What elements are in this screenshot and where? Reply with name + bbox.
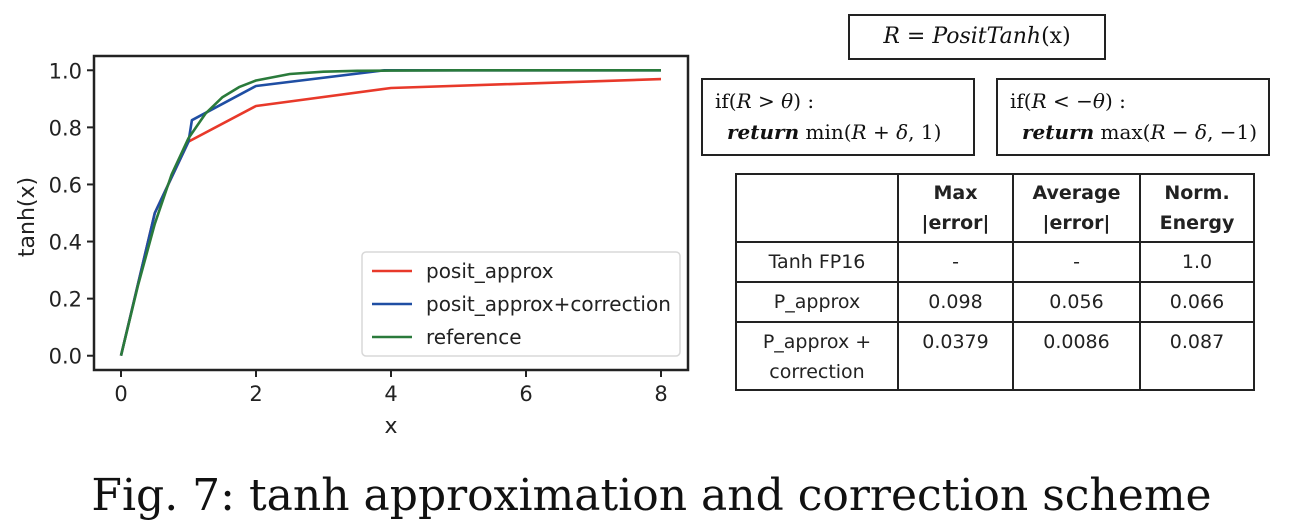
expr-tail: , −1) <box>1207 120 1258 144</box>
paren-open: ( <box>843 120 852 144</box>
expr-tail: , 1) <box>908 120 942 144</box>
y-tick-label: 0.0 <box>49 345 82 369</box>
expr-var: R <box>1150 120 1166 144</box>
cell-norm-energy: 0.087 <box>1139 321 1255 391</box>
row-label-text: P_approx + correction <box>762 331 872 383</box>
y-axis-ticks: 0.0 0.2 0.4 0.6 0.8 1.0 <box>49 59 94 369</box>
formula-arg: (x) <box>1041 24 1071 49</box>
plus-op: + <box>866 120 897 144</box>
row-label: P_approx + correction <box>735 321 899 391</box>
theta: θ <box>781 89 794 113</box>
error-energy-table: Max |error| Average |error| Norm. Energy… <box>735 173 1255 391</box>
delta: δ <box>1195 120 1208 144</box>
header-norm-energy-label: Norm. Energy <box>1159 182 1235 234</box>
min-fn: min <box>799 120 844 144</box>
header-average-error: Average |error| <box>1012 173 1141 243</box>
y-tick-label: 0.6 <box>49 173 82 197</box>
row-label: Tanh FP16 <box>735 241 899 283</box>
cell-norm-energy: 0.066 <box>1139 281 1255 323</box>
y-tick-label: 0.8 <box>49 116 82 140</box>
negative-condition: if(R < −θ) : <box>1010 86 1268 117</box>
x-tick-label: 6 <box>519 382 532 406</box>
cell-max-error: - <box>897 241 1014 283</box>
if-open: if( <box>715 89 737 113</box>
cell-norm-energy: 1.0 <box>1139 241 1255 283</box>
y-tick-label: 0.2 <box>49 288 82 312</box>
header-blank <box>735 173 899 243</box>
x-tick-label: 0 <box>114 382 127 406</box>
positive-condition: if(R > θ) : <box>715 86 973 117</box>
row-label: P_approx <box>735 281 899 323</box>
legend-frame <box>361 251 681 357</box>
op-gt: > <box>751 89 782 113</box>
table-row: P_approx 0.098 0.056 0.066 <box>735 281 1255 323</box>
formula-fn: PositTanh <box>932 24 1042 49</box>
x-axis-title: x <box>384 414 397 439</box>
cell-average-error: - <box>1012 241 1141 283</box>
table-row: P_approx + correction 0.0379 0.0086 0.08… <box>735 321 1255 391</box>
header-max-error: Max |error| <box>897 173 1014 243</box>
figure-caption: Fig. 7: tanh approximation and correctio… <box>91 470 1212 521</box>
op-lt: < − <box>1046 89 1093 113</box>
if-close: ) : <box>1104 89 1126 113</box>
cell-average-error: 0.056 <box>1012 281 1141 323</box>
y-tick-label: 0.4 <box>49 231 82 255</box>
var-r: R <box>736 89 752 113</box>
delta: δ <box>896 120 909 144</box>
formula-lhs: R <box>883 24 900 49</box>
theta: θ <box>1092 89 1105 113</box>
positive-clamp-box: if(R > θ) : return min(R + δ, 1) <box>701 78 975 156</box>
header-average-error-label: Average |error| <box>1032 182 1121 234</box>
table-header-row: Max |error| Average |error| Norm. Energy <box>735 173 1255 243</box>
return-keyword: return <box>1022 120 1095 144</box>
table-row: Tanh FP16 - - 1.0 <box>735 241 1255 283</box>
series-line-reference <box>119 69 661 357</box>
return-keyword: return <box>727 120 800 144</box>
formula-box: R = PositTanh(x) <box>848 14 1106 60</box>
legend-label: posit_approx <box>426 259 554 283</box>
header-norm-energy: Norm. Energy <box>1139 173 1255 243</box>
x-tick-label: 8 <box>654 382 667 406</box>
tanh-chart: 0 2 4 6 8 0.0 0.2 0.4 0.6 0.8 1.0 x tanh(x) posit… <box>15 54 690 439</box>
x-axis-ticks: 0 2 4 6 8 <box>114 370 668 406</box>
var-r: R <box>1031 89 1047 113</box>
max-fn: max <box>1094 120 1143 144</box>
negative-return: return max(R − δ, −1) <box>1010 117 1268 148</box>
minus-op: − <box>1165 120 1196 144</box>
formula-eq: = <box>899 24 933 49</box>
x-tick-label: 4 <box>384 382 397 406</box>
legend-label: posit_approx+correction <box>426 292 671 316</box>
cell-max-error: 0.098 <box>897 281 1014 323</box>
expr-var: R <box>851 120 867 144</box>
if-open: if( <box>1010 89 1032 113</box>
negative-clamp-box: if(R < −θ) : return max(R − δ, −1) <box>996 78 1270 156</box>
y-axis-title: tanh(x) <box>15 177 40 257</box>
positive-return: return min(R + δ, 1) <box>715 117 973 148</box>
if-close: ) : <box>793 89 815 113</box>
paren-open: ( <box>1142 120 1151 144</box>
y-tick-label: 1.0 <box>49 59 82 83</box>
header-max-error-label: Max |error| <box>921 182 990 234</box>
cell-max-error: 0.0379 <box>897 321 1014 391</box>
cell-average-error: 0.0086 <box>1012 321 1141 391</box>
legend-label: reference <box>426 325 522 349</box>
legend: posit_approx posit_approx+correctionrefer… <box>361 251 681 357</box>
x-tick-label: 2 <box>249 382 262 406</box>
